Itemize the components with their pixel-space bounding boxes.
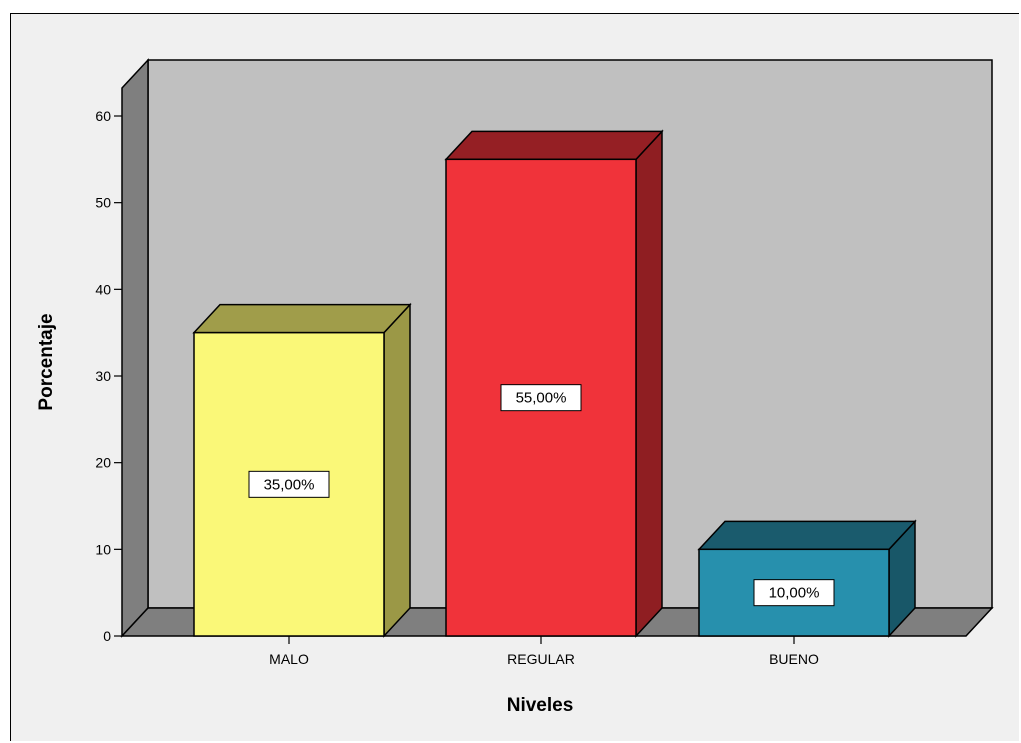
y-tick-label: 10 [95,541,111,557]
y-tick-label: 0 [103,628,111,644]
y-tick-label: 60 [95,108,111,124]
data-label-box [500,384,582,412]
x-category-label: BUENO [769,651,819,667]
x-category-label: REGULAR [507,651,575,667]
bar-side [635,129,663,638]
y-tick-label: 40 [95,281,111,297]
y-axis: 0 10 20 30 40 50 60 [95,108,122,644]
data-label-box [753,579,835,607]
data-label-box [248,470,330,498]
bar-malo: 35,00% [192,302,412,638]
bar-top [444,130,664,161]
y-tick-label: 30 [95,368,111,384]
left-wall [121,58,149,638]
bar-regular: 55,00% [444,129,664,638]
bar-bueno: 10,00% [697,519,917,638]
y-tick-label: 50 [95,195,111,211]
bar-top [192,303,412,334]
bar-side [383,302,411,638]
bar-top [697,520,917,551]
x-axis-title: Niveles [507,695,574,716]
x-axis: MALO REGULAR BUENO [269,636,819,667]
data-label: 55,00% [516,390,567,407]
y-axis-title: Porcentaje [36,313,57,410]
data-label: 35,00% [264,476,315,493]
x-category-label: MALO [269,651,309,667]
y-tick-label: 20 [95,455,111,471]
data-label: 10,00% [769,585,820,602]
bars: 35,00% 55,00% 10,00% [192,129,917,638]
